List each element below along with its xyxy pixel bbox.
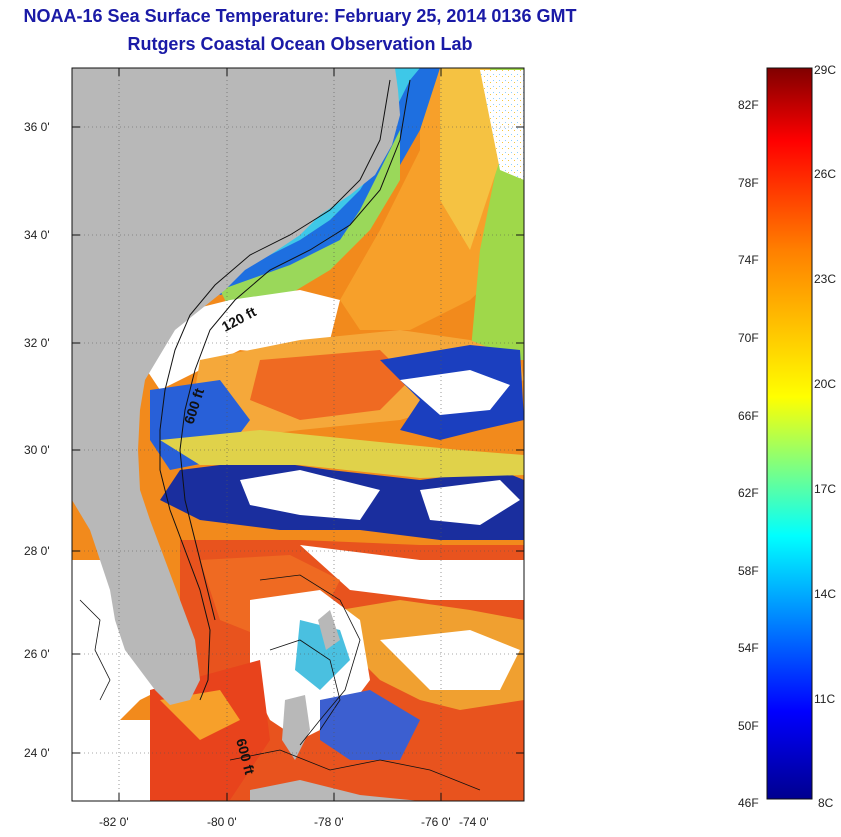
colorbar-f-82: 82F — [738, 98, 759, 112]
colorbar-f-54: 54F — [738, 641, 759, 655]
lon-label-80: -80 0' — [207, 815, 237, 829]
map-ticks — [72, 68, 524, 801]
lat-label-32: 32 0' — [24, 336, 50, 350]
colorbar-c-26: 26C — [814, 167, 836, 181]
colorbar-f-62: 62F — [738, 486, 759, 500]
colorbar-f-78: 78F — [738, 176, 759, 190]
map-title: NOAA-16 Sea Surface Temperature: Februar… — [23, 6, 577, 26]
lon-label-76: -76 0' — [421, 815, 451, 829]
colorbar-c-29: 29C — [814, 63, 836, 77]
colorbar-f-58: 58F — [738, 564, 759, 578]
land-east-coast — [72, 68, 400, 705]
map-frame — [71, 67, 525, 802]
colorbar-c-8: 8C — [818, 796, 834, 810]
colorbar-f-74: 74F — [738, 253, 759, 267]
colorbar-f-46: 46F — [738, 796, 759, 810]
land-cuba — [250, 780, 420, 801]
colorbar-c-17: 17C — [814, 482, 836, 496]
lon-label-74: -74 0' — [459, 815, 489, 829]
sst-field — [72, 68, 524, 801]
lat-label-30: 30 0' — [24, 443, 50, 457]
lat-label-36: 36 0' — [24, 120, 50, 134]
lat-label-28: 28 0' — [24, 544, 50, 558]
lat-label-26: 26 0' — [24, 647, 50, 661]
colorbar-f-66: 66F — [738, 409, 759, 423]
colorbar-c-11: 11C — [814, 692, 835, 706]
colorbar-c-23: 23C — [814, 272, 836, 286]
land-bahamas — [282, 695, 310, 760]
sst-map: 120 ft 600 ft 600 ft 36 0' 34 0' 32 0' 3… — [24, 67, 525, 829]
lon-label-82: -82 0' — [99, 815, 129, 829]
colorbar-f-70: 70F — [738, 331, 759, 345]
colorbar-c-14: 14C — [814, 587, 836, 601]
graticule — [72, 68, 524, 801]
colorbar-gradient — [766, 67, 813, 800]
lon-label-78: -78 0' — [314, 815, 344, 829]
lat-label-24: 24 0' — [24, 746, 50, 760]
lat-label-34: 34 0' — [24, 228, 50, 242]
colorbar: 82F 78F 74F 70F 66F 62F 58F 54F 50F 46F … — [738, 63, 836, 810]
colorbar-c-20: 20C — [814, 377, 836, 391]
map-subtitle: Rutgers Coastal Ocean Observation Lab — [127, 34, 473, 54]
colorbar-f-50: 50F — [738, 719, 759, 733]
